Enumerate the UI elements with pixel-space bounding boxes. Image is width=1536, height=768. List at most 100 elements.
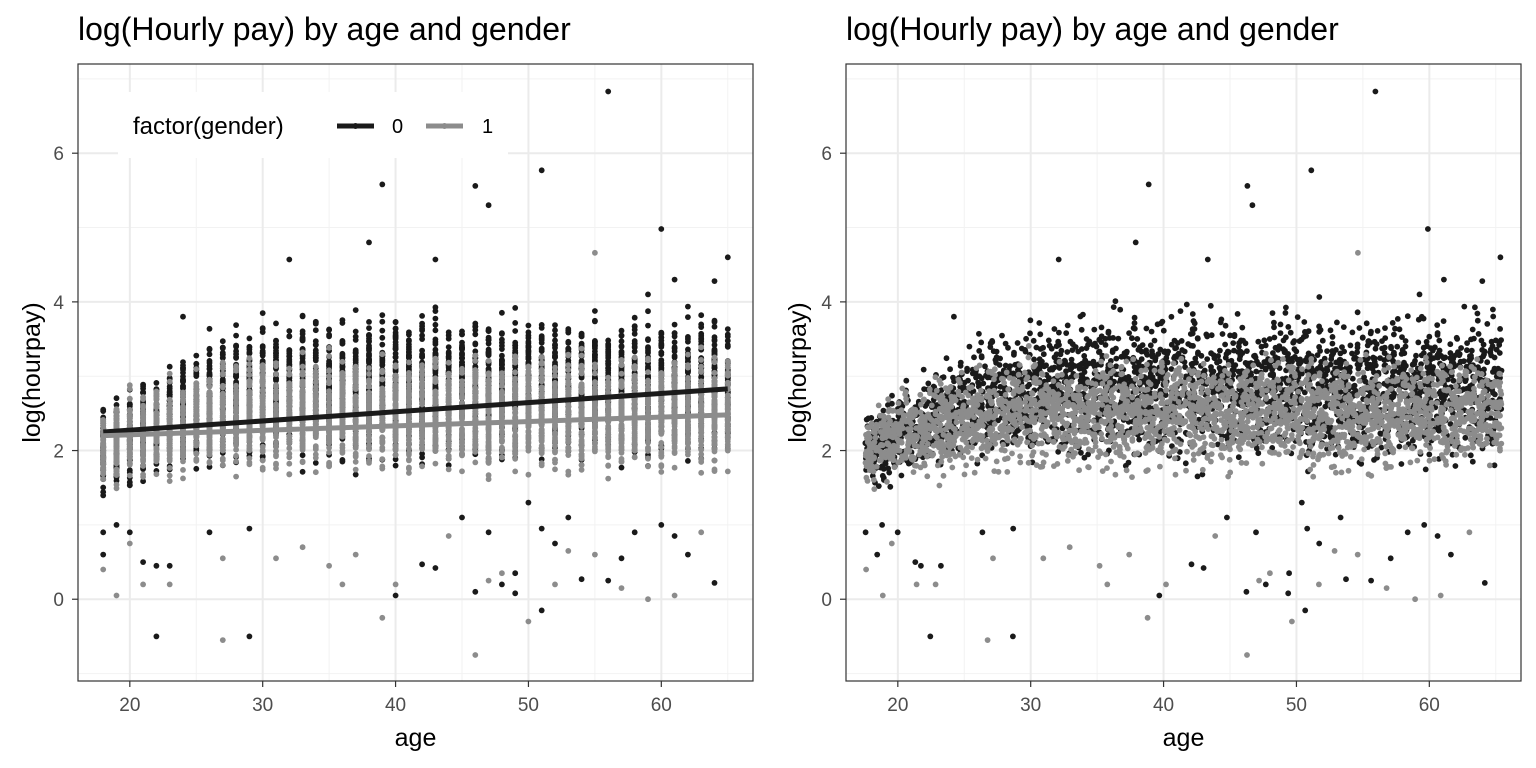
scatter-point-series-1 [286, 445, 293, 452]
scatter-point-series-1 [326, 449, 332, 456]
scatter-point-series-0 [193, 373, 200, 379]
scatter-point-series-1 [286, 365, 293, 372]
scatter-point-series-1 [219, 365, 226, 372]
scatter-point-series-1 [352, 441, 359, 448]
scatter-point-series-0 [499, 331, 505, 337]
scatter-point-series-0 [126, 482, 133, 488]
scatter-point-series-1 [126, 412, 133, 419]
scatter-point-series-0 [219, 377, 226, 384]
scatter-point-series-1 [100, 457, 107, 463]
scatter-point-series-0 [685, 303, 691, 310]
scatter-point-series-0 [432, 339, 439, 345]
scatter-point-series-1 [246, 355, 253, 362]
scatter-point-series-1 [126, 472, 133, 479]
scatter-point-series-1 [286, 471, 293, 477]
scatter-point-series-0 [326, 326, 332, 333]
scatter-point-series-1 [259, 412, 266, 418]
scatter-point-series-0 [485, 328, 492, 334]
scatter-point-series-0 [206, 363, 213, 369]
scatter-point-series-1 [339, 358, 346, 365]
scatter-point-series-0 [166, 391, 173, 398]
scatter-point-series-0 [658, 351, 665, 358]
scatter-point-series-1 [299, 458, 306, 465]
scatter-point-series-0 [180, 359, 186, 365]
scatter-point-series-0 [366, 335, 372, 342]
scatter-point-series-0 [259, 310, 266, 316]
scatter-point-series-1 [219, 457, 226, 464]
scatter-point-series-1 [352, 418, 359, 425]
scatter-point-series-1 [219, 438, 226, 444]
scatter-point-series-1 [259, 365, 266, 371]
outlier-point-series-0 [140, 559, 147, 565]
scatter-point-series-0 [552, 327, 558, 334]
outlier-point-series-0 [392, 592, 399, 599]
scatter-point-series-1 [126, 452, 133, 458]
scatter-point-series-1 [286, 460, 293, 467]
scatter-point-series-0 [671, 330, 678, 336]
outlier-point-series-0 [126, 529, 133, 536]
scatter-point-series-1 [326, 373, 332, 380]
outlier-point-series-0 [472, 183, 479, 189]
scatter-point-series-1 [273, 411, 279, 417]
scatter-point-series-1 [379, 391, 386, 398]
scatter-point-series-1 [299, 443, 306, 449]
scatter-point-series-0 [312, 357, 319, 364]
outlier-point-series-0 [724, 254, 731, 261]
scatter-point-series-1 [140, 444, 147, 451]
scatter-point-series-0 [459, 342, 465, 349]
scatter-point-series-0 [605, 355, 612, 361]
scatter-point-series-0 [499, 339, 505, 346]
scatter-point-series-0 [299, 335, 306, 342]
scatter-point-series-1 [366, 404, 372, 411]
outlier-point-series-0 [578, 576, 585, 583]
scatter-point-series-0 [352, 307, 359, 313]
scatter-point-series-0 [472, 323, 479, 330]
scatter-point-series-0 [206, 371, 213, 378]
outlier-point-series-0 [286, 256, 293, 263]
scatter-point-series-1 [166, 411, 173, 418]
scatter-point-series-0 [618, 332, 625, 339]
scatter-point-series-1 [246, 367, 253, 374]
scatter-point-series-0 [312, 350, 319, 357]
scatter-point-series-1 [180, 475, 186, 482]
scatter-point-series-0 [406, 341, 412, 348]
outlier-point-series-0 [538, 525, 545, 532]
outlier-point-series-0 [472, 588, 479, 595]
scatter-point-series-0 [631, 314, 638, 321]
scatter-point-series-0 [100, 408, 107, 414]
scatter-point-series-0 [273, 350, 279, 357]
scatter-point-series-1 [233, 458, 240, 465]
outlier-point-series-0 [379, 181, 386, 188]
outlier-point-series-0 [153, 633, 160, 640]
scatter-point-series-0 [724, 326, 731, 332]
scatter-point-series-0 [419, 336, 425, 342]
scatter-point-series-1 [140, 437, 147, 444]
scatter-point-series-0 [525, 322, 532, 329]
outlier-point-series-0 [166, 562, 173, 569]
scatter-point-series-0 [631, 340, 638, 347]
scatter-point-series-0 [312, 327, 319, 334]
scatter-point-series-1 [140, 415, 147, 422]
scatter-point-series-1 [366, 438, 372, 444]
scatter-point-series-1 [113, 406, 120, 413]
scatter-point-series-0 [246, 346, 253, 353]
scatter-point-series-0 [432, 321, 439, 328]
left-plot-background [78, 64, 753, 681]
scatter-point-series-0 [605, 342, 612, 349]
outlier-point-series-0 [432, 565, 439, 571]
scatter-point-series-1 [259, 443, 266, 450]
scatter-point-series-1 [113, 416, 120, 423]
scatter-point-series-1 [273, 453, 279, 460]
scatter-point-series-0 [685, 369, 691, 376]
scatter-point-series-0 [605, 367, 612, 374]
scatter-point-series-0 [631, 330, 638, 337]
scatter-point-series-1 [366, 365, 372, 371]
scatter-point-series-0 [219, 338, 226, 345]
scatter-point-series-0 [406, 329, 412, 336]
scatter-point-series-1 [326, 353, 332, 359]
scatter-point-series-1 [286, 371, 293, 378]
scatter-point-series-1 [126, 438, 133, 445]
scatter-point-series-1 [352, 377, 359, 384]
scatter-point-series-1 [153, 444, 160, 451]
left-chart-title: log(Hourly pay) by age and gender [78, 11, 571, 47]
